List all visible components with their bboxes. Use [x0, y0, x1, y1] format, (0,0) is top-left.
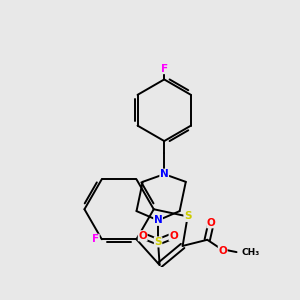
Text: S: S — [154, 237, 162, 247]
Text: O: O — [207, 218, 215, 228]
Text: F: F — [92, 234, 99, 244]
Text: CH₃: CH₃ — [241, 248, 260, 256]
Text: S: S — [184, 212, 191, 221]
Text: F: F — [161, 64, 168, 74]
Text: N: N — [154, 215, 162, 225]
Text: O: O — [218, 245, 227, 256]
Text: O: O — [138, 231, 147, 241]
Text: O: O — [169, 231, 178, 241]
Text: N: N — [160, 169, 169, 179]
